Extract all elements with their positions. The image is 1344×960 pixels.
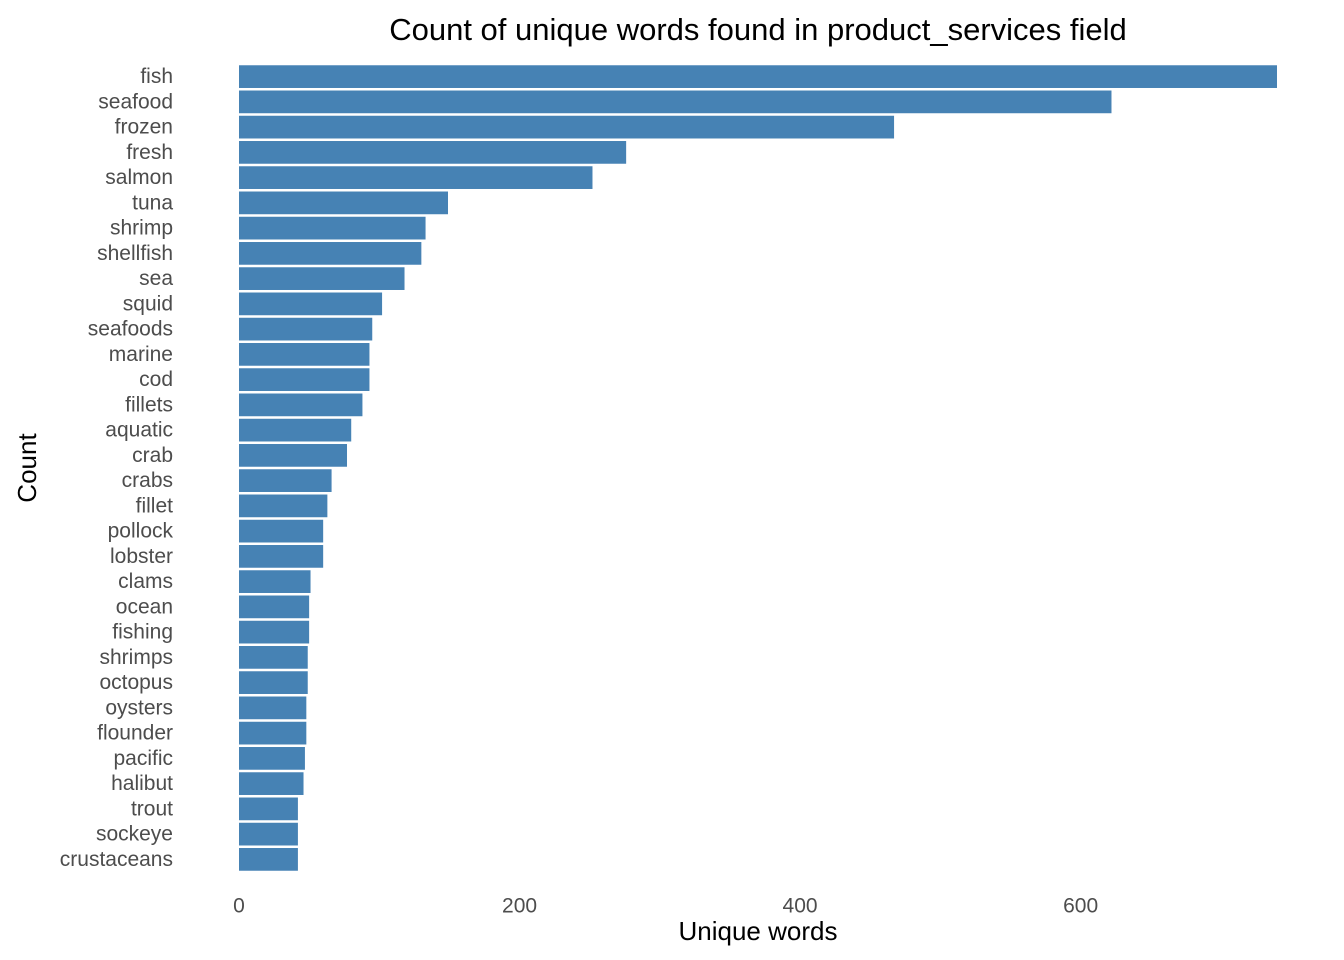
y-tick-label-frozen: frozen (115, 116, 173, 139)
y-tick-label-fish: fish (140, 65, 173, 88)
y-axis-title: Count (12, 433, 42, 503)
bar-trout (239, 797, 298, 821)
bar-fishing (239, 620, 310, 644)
bar-ocean (239, 595, 310, 619)
y-tick-label-sockeye: sockeye (96, 823, 173, 846)
y-tick-label-cod: cod (139, 368, 173, 391)
x-tick-label-0: 0 (233, 895, 245, 918)
bar-oysters (239, 696, 307, 720)
bar-sea (239, 267, 405, 290)
y-tick-label-pacific: pacific (113, 747, 173, 770)
bar-shrimp (239, 216, 426, 240)
y-tick-label-crab: crab (132, 444, 173, 467)
bar-cod (239, 368, 370, 391)
bar-tuna (239, 191, 449, 215)
y-tick-label-seafood: seafood (98, 90, 173, 113)
bar-seafoods (239, 317, 373, 341)
chart-title: Count of unique words found in product_s… (389, 12, 1127, 47)
bar-halibut (239, 772, 304, 795)
bar-salmon (239, 166, 593, 189)
y-tick-label-salmon: salmon (105, 166, 173, 189)
x-tick-label-600: 600 (1063, 895, 1098, 918)
y-tick-label-seafoods: seafoods (88, 318, 173, 341)
bars (239, 65, 1277, 871)
x-tick-labels: 0 200 400 600 (233, 895, 1098, 918)
bar-flounder (239, 721, 307, 745)
bar-crabs (239, 469, 332, 492)
bar-crab (239, 444, 348, 467)
y-tick-label-octopus: octopus (99, 671, 173, 694)
y-tick-label-shrimp: shrimp (110, 217, 173, 240)
bar-fillet (239, 494, 328, 518)
bar-pacific (239, 747, 305, 770)
y-tick-label-halibut: halibut (111, 772, 173, 795)
y-tick-label-fillet: fillet (136, 494, 174, 517)
y-tick-label-flounder: flounder (97, 722, 173, 745)
y-tick-label-ocean: ocean (116, 595, 173, 618)
y-tick-label-oysters: oysters (105, 696, 173, 719)
bar-marine (239, 343, 370, 366)
x-tick-label-200: 200 (502, 895, 537, 918)
bar-sockeye (239, 822, 298, 846)
y-tick-label-shellfish: shellfish (97, 242, 173, 265)
bar-aquatic (239, 418, 352, 442)
bar-pollock (239, 519, 324, 543)
y-tick-label-crabs: crabs (122, 469, 173, 492)
bar-fish (239, 65, 1277, 88)
y-tick-label-fillets: fillets (125, 393, 173, 416)
bar-fresh (239, 141, 627, 164)
y-tick-label-marine: marine (109, 343, 173, 366)
bar-shrimps (239, 646, 308, 669)
y-tick-labels: fishseafoodfrozenfreshsalmontunashrimpsh… (60, 65, 174, 871)
bar-crustaceans (239, 848, 298, 871)
y-tick-label-shrimps: shrimps (99, 646, 173, 669)
bar-clams (239, 570, 311, 593)
y-tick-label-fishing: fishing (112, 621, 173, 644)
x-tick-label-400: 400 (783, 895, 818, 918)
y-tick-label-lobster: lobster (110, 545, 173, 568)
y-tick-label-pollock: pollock (108, 520, 174, 543)
y-tick-label-tuna: tuna (132, 191, 173, 214)
y-tick-label-sea: sea (139, 267, 173, 290)
y-tick-label-squid: squid (123, 292, 173, 315)
y-tick-label-clams: clams (118, 570, 173, 593)
y-tick-label-aquatic: aquatic (105, 419, 173, 442)
y-tick-label-trout: trout (131, 797, 173, 820)
bar-seafood (239, 90, 1112, 114)
y-tick-label-fresh: fresh (126, 141, 173, 164)
bar-shellfish (239, 242, 422, 265)
bar-frozen (239, 115, 895, 139)
bar-octopus (239, 671, 308, 694)
x-axis-title: Unique words (679, 916, 838, 946)
bar-lobster (239, 545, 324, 568)
bar-squid (239, 292, 383, 316)
bar-fillets (239, 393, 363, 417)
y-tick-label-crustaceans: crustaceans (60, 848, 173, 871)
